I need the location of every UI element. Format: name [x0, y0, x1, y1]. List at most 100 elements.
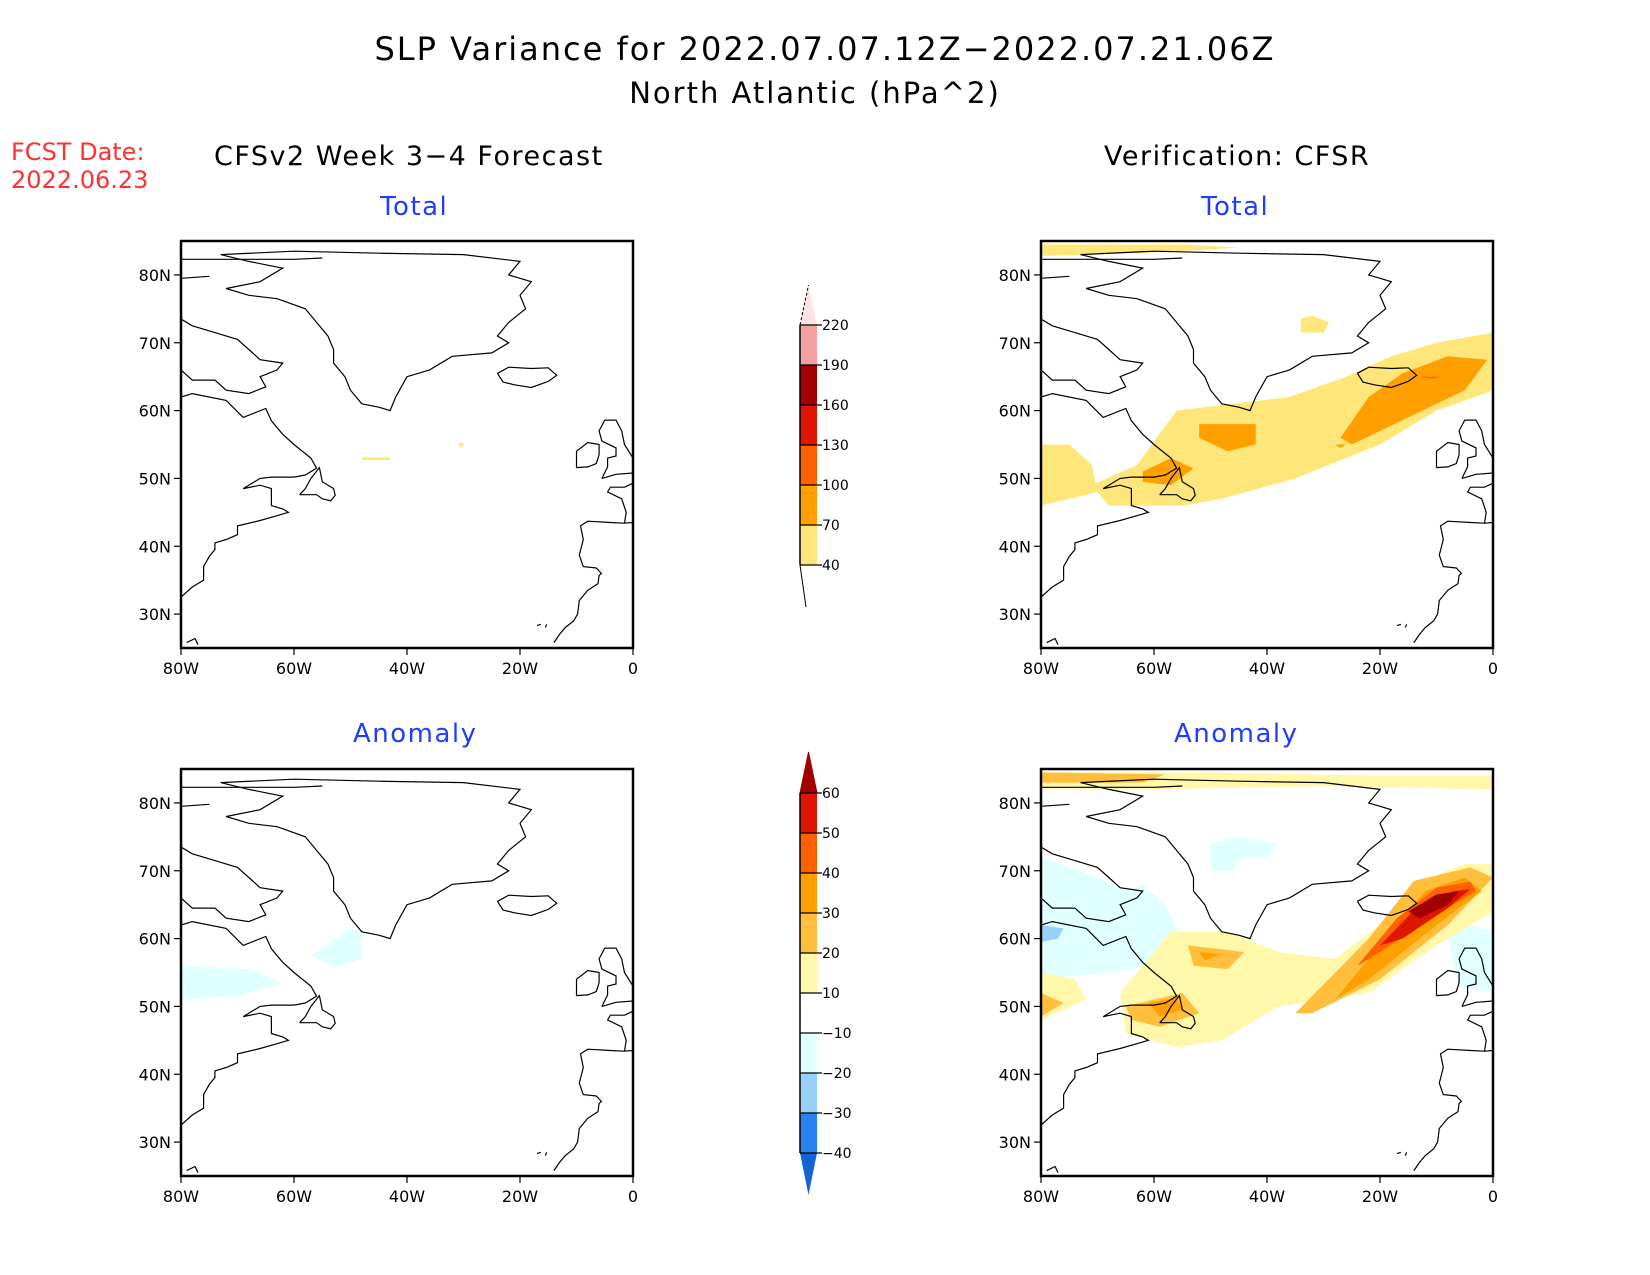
contour-region [1300, 315, 1330, 333]
colorbar-segment [800, 913, 817, 953]
x-tick-label: 40W [1249, 1187, 1285, 1206]
contour-region [1041, 992, 1064, 1017]
coastline [1435, 969, 1460, 997]
colorbar-edge [799, 284, 809, 326]
colorbar-label: 130 [822, 438, 849, 454]
x-tick-label: 60W [1136, 1187, 1172, 1206]
colorbar-label: 40 [822, 558, 840, 574]
coastline [496, 894, 558, 917]
coastline [1435, 441, 1460, 469]
y-tick-label: 40N [999, 1065, 1031, 1084]
colorbar-label: 70 [822, 518, 840, 534]
contour-region [457, 443, 465, 449]
coastline [544, 624, 548, 628]
y-tick-label: 70N [999, 862, 1031, 881]
x-tick-label: 40W [389, 1187, 425, 1206]
shaded-field [181, 928, 362, 1000]
colorbar-upper-extension [800, 285, 817, 325]
x-tick-label: 60W [276, 659, 312, 678]
map-panel-1: 80W 60W 40W 20W 0 30N 40N 50N 60N 70N 80N [999, 239, 1498, 678]
coastline [1041, 392, 1178, 598]
coastline [1396, 1151, 1402, 1155]
x-tick-label: 0 [1488, 1187, 1498, 1206]
contour-region [1340, 356, 1488, 445]
coastline [1041, 785, 1183, 788]
y-tick-label: 80N [139, 794, 171, 813]
contour-region [1408, 891, 1460, 919]
colorbar-label: 100 [822, 478, 849, 494]
fcst-date-label: FCST Date: [11, 138, 145, 166]
coastline [1041, 846, 1144, 923]
y-tick-label: 70N [139, 862, 171, 881]
y-tick-label: 50N [999, 997, 1031, 1016]
coastline [220, 250, 533, 412]
colorbar-segment [800, 445, 817, 485]
x-tick-label: 80W [1023, 1187, 1059, 1206]
y-tick-label: 50N [139, 997, 171, 1016]
coastline [299, 466, 336, 502]
coastline [181, 275, 210, 279]
coastline [1159, 466, 1196, 502]
coastline [1404, 624, 1408, 628]
colorbar-label: −10 [822, 1026, 852, 1042]
coastline [1046, 637, 1059, 645]
coastline [1046, 1165, 1059, 1173]
panel-title-forecast-total: Total [380, 192, 449, 222]
colorbar-segment [800, 485, 817, 525]
map-panel-2: 80W 60W 40W 20W 0 30N 40N 50N 60N 70N 80N [139, 767, 638, 1206]
coastline [598, 947, 633, 1007]
coastline [181, 785, 323, 788]
coastline [1466, 1010, 1493, 1052]
colorbar-label: −20 [822, 1066, 852, 1082]
colorbar-segment [800, 405, 817, 445]
colorbar-segment [800, 1073, 817, 1113]
x-tick-label: 80W [1023, 659, 1059, 678]
coastline [1041, 257, 1183, 260]
y-tick-label: 70N [999, 334, 1031, 353]
colorbar-label: 220 [822, 318, 849, 334]
colorbar-label: 40 [822, 866, 840, 882]
coastline [575, 441, 600, 469]
coastline [181, 920, 318, 1126]
colorbar-segment [800, 873, 817, 913]
y-tick-label: 60N [999, 930, 1031, 949]
coastline [496, 366, 558, 389]
coastline [606, 1010, 633, 1052]
coastline [1356, 894, 1418, 917]
colorbar-segment [800, 365, 817, 405]
colorbar-label: 160 [822, 398, 849, 414]
x-tick-label: 20W [1362, 659, 1398, 678]
coastline [553, 520, 633, 643]
contour-region [1210, 836, 1279, 871]
x-tick-label: 20W [1362, 1187, 1398, 1206]
coastline [553, 1048, 633, 1171]
contour-region [1419, 376, 1443, 379]
coastline [575, 969, 600, 997]
x-tick-label: 40W [1249, 659, 1285, 678]
coastline [536, 1151, 542, 1155]
coastline [1356, 366, 1418, 389]
coastline [1458, 947, 1493, 1007]
colorbar-segment [800, 953, 817, 993]
coastline [598, 419, 633, 479]
colorbar-lower-extension [799, 564, 807, 608]
coastline [1413, 520, 1493, 643]
coastlines [181, 778, 633, 1173]
y-tick-label: 30N [999, 1133, 1031, 1152]
coastline [1080, 250, 1393, 412]
fcst-date-value: 2022.06.23 [11, 166, 149, 194]
colorbar-segment [800, 793, 817, 833]
x-tick-label: 0 [628, 659, 638, 678]
colorbar-total: 220 190 160 130 100 70 40 [799, 284, 849, 608]
coastline [1159, 994, 1196, 1030]
y-tick-label: 80N [999, 266, 1031, 285]
coastline [186, 637, 199, 645]
x-tick-label: 60W [276, 1187, 312, 1206]
x-tick-label: 0 [1488, 659, 1498, 678]
y-tick-label: 70N [139, 334, 171, 353]
contour-region [1334, 444, 1347, 448]
contour-region [1187, 945, 1245, 970]
contour-region [361, 457, 391, 461]
map-panel-0: 80W 60W 40W 20W 0 30N 40N 50N 60N 70N 80N [139, 239, 638, 678]
